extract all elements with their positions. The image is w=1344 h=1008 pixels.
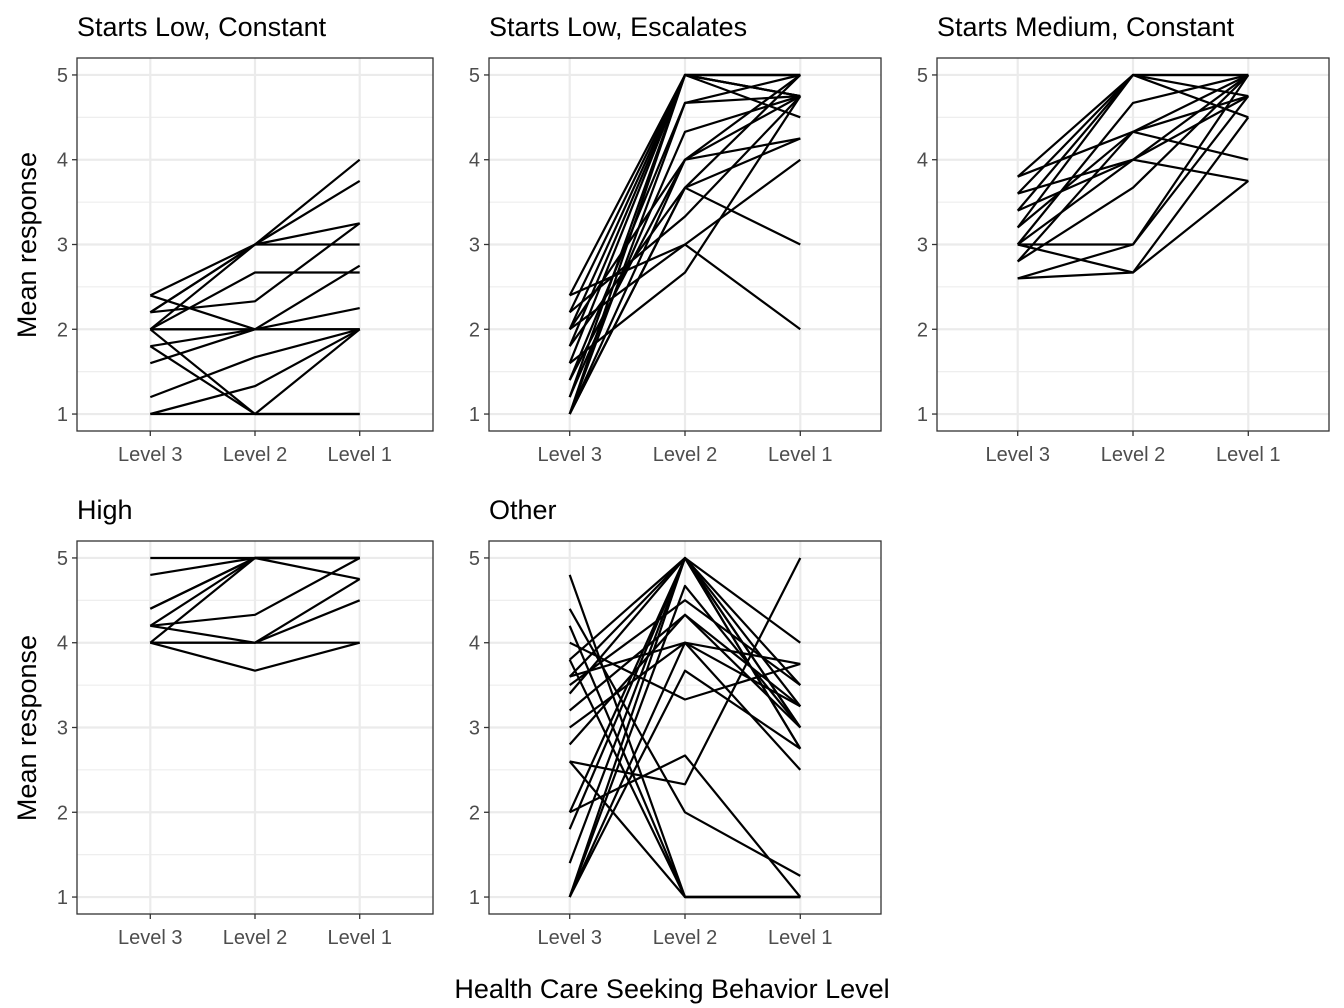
- panel-4: Other 1 2 3 4 5 Level 3 Level 2 Level 1: [469, 495, 882, 949]
- series-line: [150, 557, 361, 627]
- y-axis-title-top: Mean response: [12, 152, 42, 338]
- series-line: [150, 328, 361, 416]
- series-line: [569, 641, 801, 708]
- y-tick-label: 2: [917, 319, 928, 341]
- x-tick-label: Level 1: [1216, 444, 1281, 466]
- y-tick-label: 5: [469, 65, 480, 87]
- y-tick-label: 1: [469, 404, 480, 426]
- y-tick-label: 1: [57, 887, 68, 909]
- x-tick-label: Level 3: [537, 444, 602, 466]
- series-line: [149, 556, 360, 644]
- panel-title: Other: [489, 495, 557, 525]
- series-line: [568, 608, 801, 877]
- y-tick-label: 4: [917, 150, 928, 172]
- series-line: [1016, 73, 1249, 246]
- panel-0: Starts Low, Constant 1 2 3 4 5 Level 3 Level 2 L…: [57, 12, 434, 466]
- y-tick-label: 2: [469, 802, 480, 824]
- y-tick-label: 3: [917, 235, 928, 257]
- x-tick-label: Level 2: [653, 444, 718, 466]
- series-line: [568, 74, 802, 415]
- series-line: [568, 659, 801, 899]
- x-tick-label: Level 1: [327, 927, 392, 949]
- y-tick-label: 5: [917, 65, 928, 87]
- panel-2: Starts Medium, Constant 1 2 3 4 5 Level 3 Level…: [917, 12, 1330, 466]
- x-tick-label: Level 1: [768, 927, 833, 949]
- y-tick-label: 2: [57, 319, 68, 341]
- x-tick-label: Level 3: [118, 927, 183, 949]
- x-axis-title: Health Care Seeking Behavior Level: [454, 974, 889, 1004]
- series-line: [1017, 158, 1249, 246]
- y-tick-label: 1: [469, 887, 480, 909]
- y-tick-label: 4: [57, 150, 68, 172]
- x-tick-label: Level 2: [223, 444, 288, 466]
- y-tick-label: 2: [469, 319, 480, 341]
- panel-title: Starts Medium, Constant: [937, 12, 1235, 42]
- y-tick-label: 3: [57, 718, 68, 740]
- series-line: [1017, 95, 1250, 280]
- y-tick-label: 4: [57, 633, 68, 655]
- series-line: [1017, 74, 1250, 263]
- series-line: [1017, 180, 1249, 280]
- x-tick-label: Level 2: [1101, 444, 1166, 466]
- series-line: [568, 613, 802, 746]
- y-tick-label: 3: [469, 235, 480, 257]
- y-tick-label: 5: [469, 548, 480, 570]
- series-line: [149, 243, 360, 331]
- x-tick-label: Level 2: [653, 927, 718, 949]
- y-axis-title-bottom: Mean response: [12, 635, 42, 821]
- x-tick-label: Level 1: [327, 444, 392, 466]
- y-tick-label: 3: [469, 718, 480, 740]
- panel-title: Starts Low, Escalates: [489, 12, 747, 42]
- panel-3: High 1 2 3 4 5 Level 3 Level 2 Level 1: [57, 495, 434, 949]
- y-tick-label: 4: [469, 150, 480, 172]
- series-line: [568, 556, 802, 813]
- series-line: [568, 669, 801, 898]
- x-tick-label: Level 3: [985, 444, 1050, 466]
- y-tick-label: 5: [57, 65, 68, 87]
- y-tick-label: 2: [57, 802, 68, 824]
- series-line: [569, 641, 801, 701]
- x-tick-label: Level 1: [768, 444, 833, 466]
- x-tick-label: Level 3: [537, 927, 602, 949]
- panel-title: High: [77, 495, 133, 525]
- x-tick-label: Level 2: [223, 927, 288, 949]
- series-line: [149, 328, 360, 399]
- series-line: [568, 95, 802, 314]
- y-tick-label: 1: [57, 404, 68, 426]
- panel-1: Starts Low, Escalates 1 2 3 4 5 Level 3 Level 2…: [469, 12, 882, 466]
- series-line: [569, 557, 802, 786]
- series-line: [1016, 74, 1249, 263]
- series-line: [569, 95, 802, 365]
- panel-title: Starts Low, Constant: [77, 12, 327, 42]
- series-line: [149, 271, 360, 331]
- series-line: [150, 222, 361, 314]
- y-tick-label: 3: [57, 235, 68, 257]
- y-tick-label: 5: [57, 548, 68, 570]
- x-tick-label: Level 3: [118, 444, 183, 466]
- series-line: [568, 95, 801, 330]
- series-line: [568, 584, 802, 898]
- series-line: [150, 641, 360, 672]
- y-tick-label: 1: [917, 404, 928, 426]
- series-line: [569, 158, 801, 297]
- y-tick-label: 4: [469, 633, 480, 655]
